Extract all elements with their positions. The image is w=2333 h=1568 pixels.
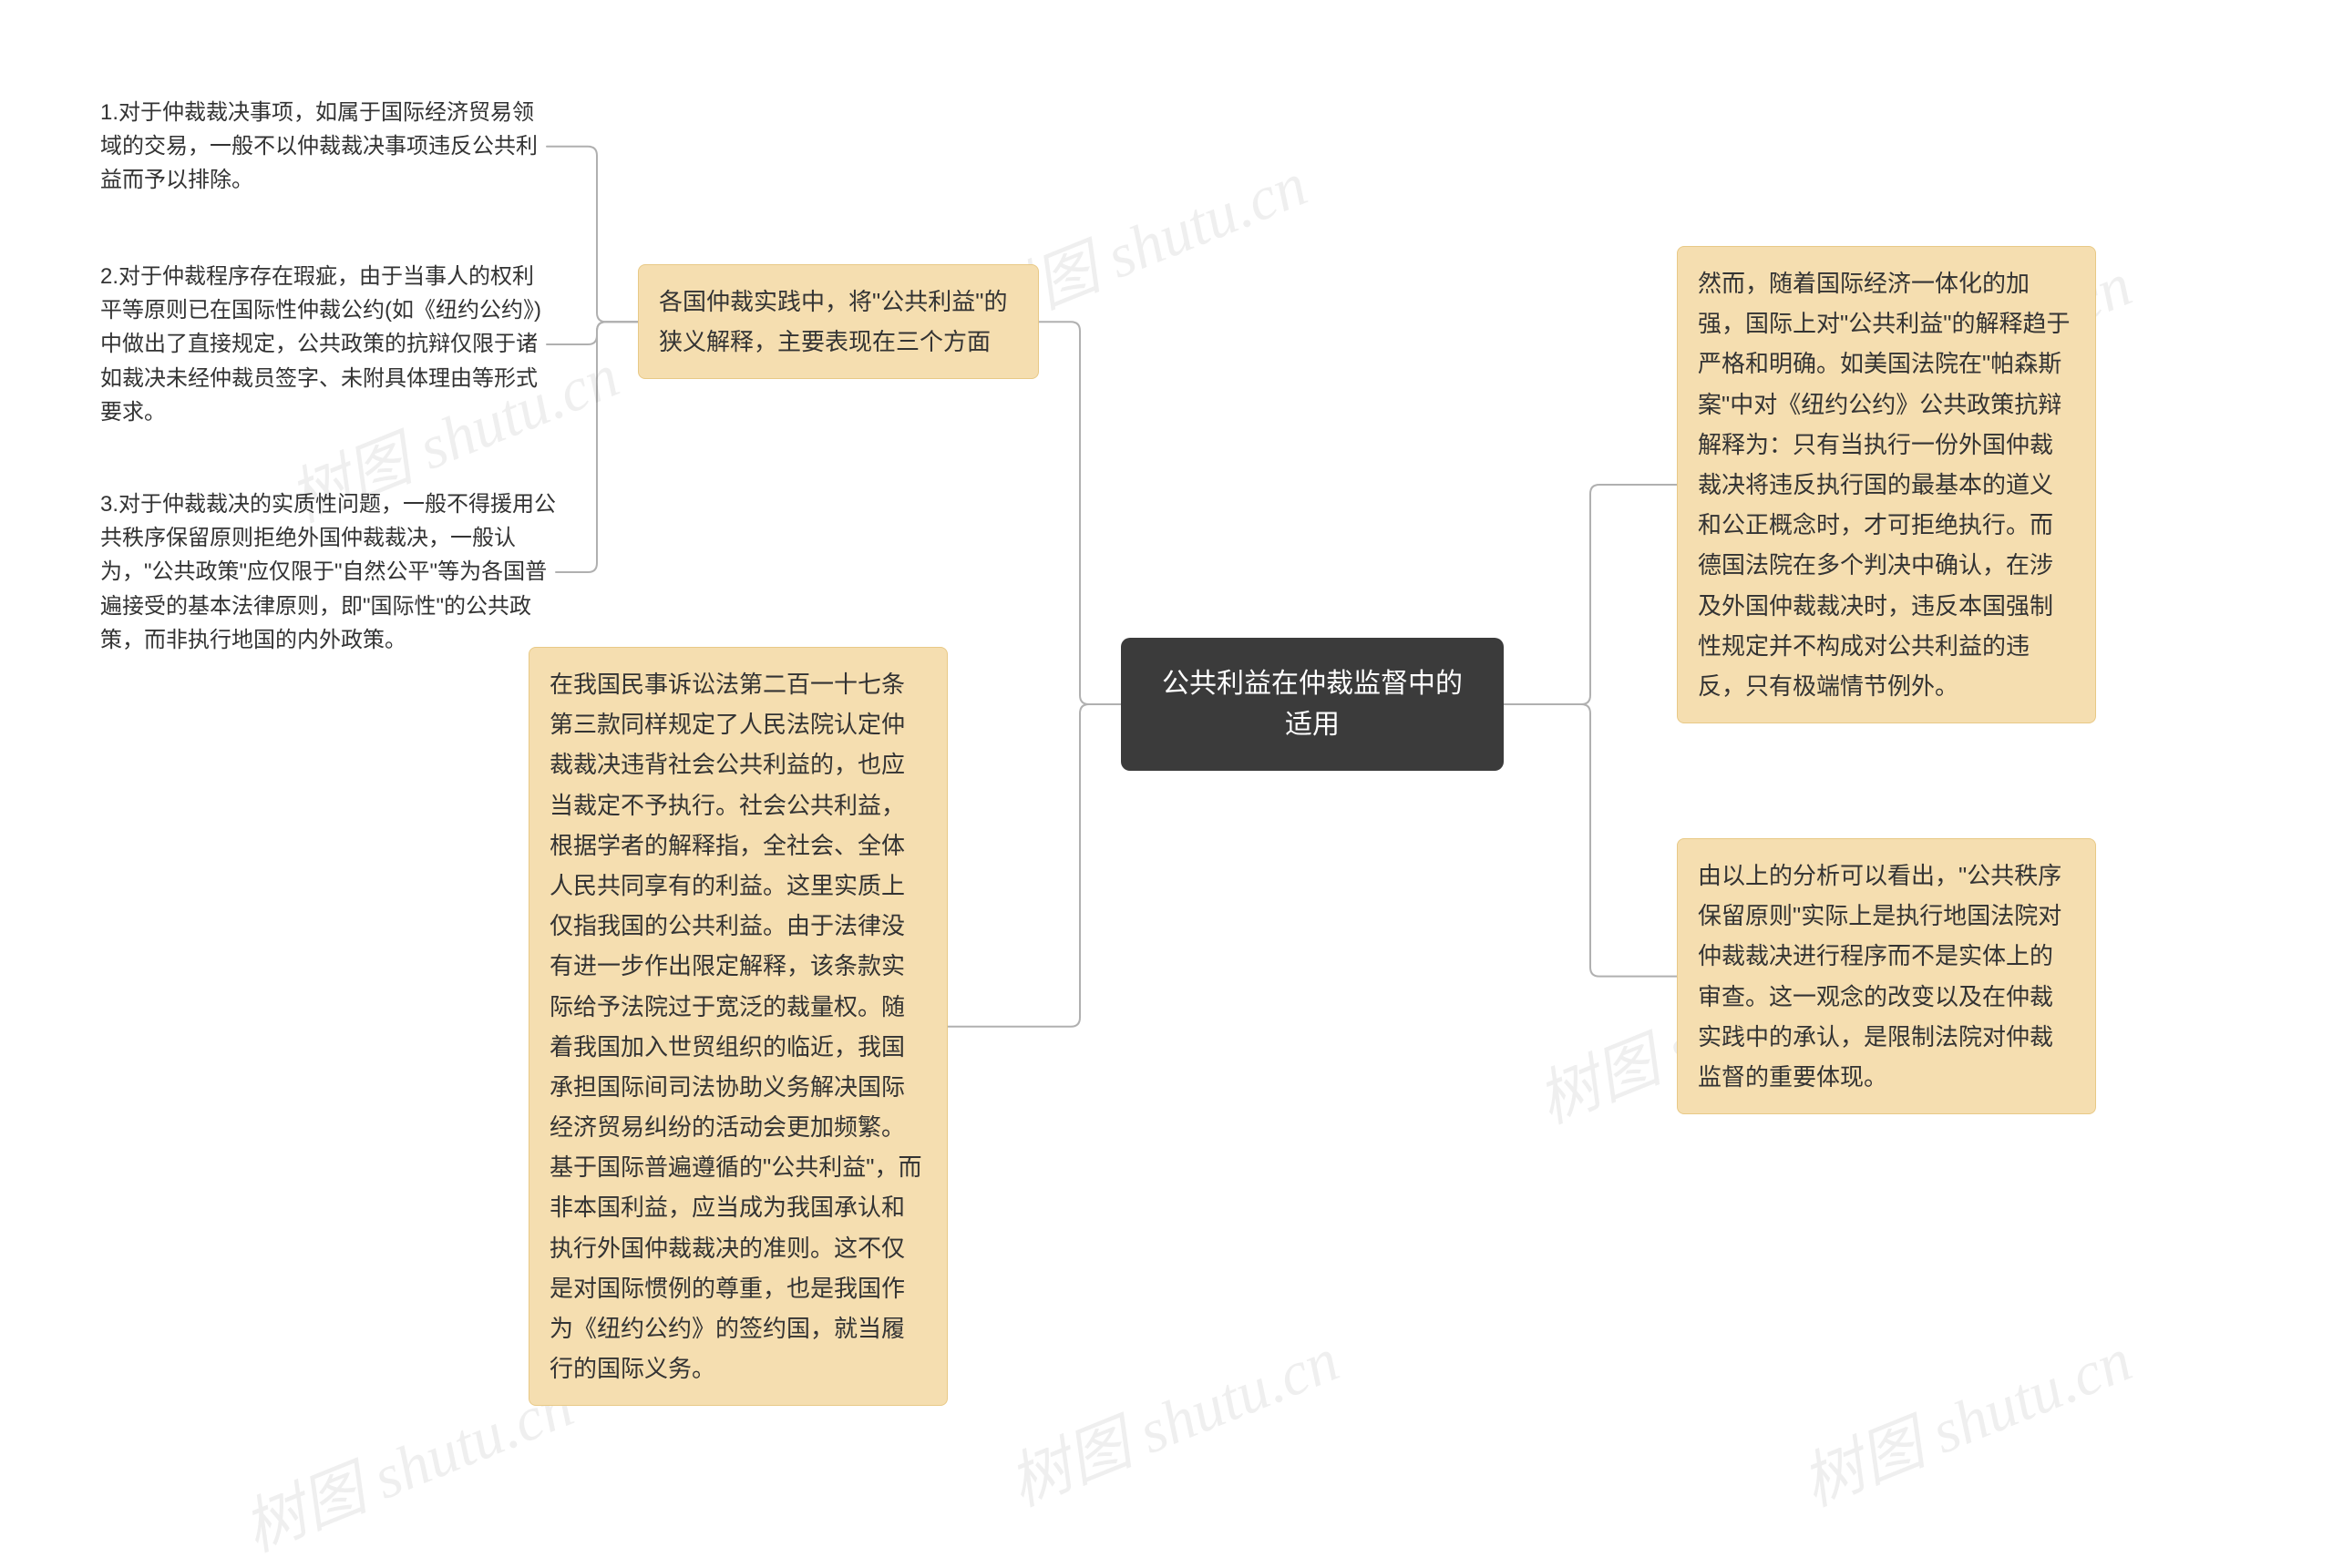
- branch-right-2[interactable]: 由以上的分析可以看出，"公共秩序保留原则"实际上是执行地国法院对仲裁裁决进行程序…: [1677, 838, 2096, 1114]
- leaf-3[interactable]: 3.对于仲裁裁决的实质性问题，一般不得援用公共秩序保留原则拒绝外国仲裁裁决，一般…: [100, 487, 556, 657]
- mindmap-canvas: 树图 shutu.cn 树图 shutu.cn 树图 shutu.cn 树图 s…: [0, 0, 2333, 1568]
- watermark: 树图 shutu.cn: [993, 1309, 1350, 1523]
- connector-layer: [0, 0, 2333, 1568]
- leaf-1[interactable]: 1.对于仲裁裁决事项，如属于国际经济贸易领域的交易，一般不以仲裁裁决事项违反公共…: [100, 96, 547, 198]
- center-topic[interactable]: 公共利益在仲裁监督中的 适用: [1121, 638, 1504, 771]
- branch-left-2[interactable]: 在我国民事诉讼法第二百一十七条第三款同样规定了人民法院认定仲裁裁决违背社会公共利…: [529, 647, 948, 1406]
- watermark: 树图 shutu.cn: [1786, 1309, 2143, 1523]
- leaf-2[interactable]: 2.对于仲裁程序存在瑕疵，由于当事人的权利平等原则已在国际性仲裁公约(如《纽约公…: [100, 260, 547, 429]
- branch-left-1[interactable]: 各国仲裁实践中，将"公共利益"的狭义解释，主要表现在三个方面: [638, 264, 1039, 379]
- branch-right-1[interactable]: 然而，随着国际经济一体化的加强，国际上对"公共利益"的解释趋于严格和明确。如美国…: [1677, 246, 2096, 723]
